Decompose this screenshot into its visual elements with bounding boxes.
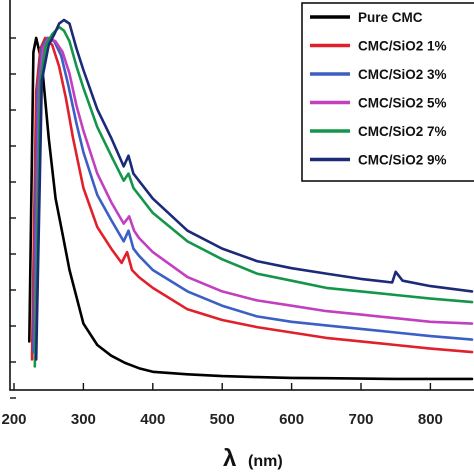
legend-entries: Pure CMC CMC/SiO2 1% CMC/SiO2 3% CMC/SiO2 5… bbox=[310, 10, 447, 168]
series-line-1 bbox=[30, 36, 474, 361]
legend-label-5: CMC/SiO2 9% bbox=[358, 153, 447, 168]
axis-layer: 200 300 400 500 600 700 800 bbox=[1, 37, 443, 428]
x-tick-label: 200 bbox=[1, 411, 26, 428]
x-axis-title: λ (nm) bbox=[223, 445, 283, 472]
series-layer bbox=[27, 18, 474, 381]
legend: Pure CMC CMC/SiO2 1% CMC/SiO2 3% CMC/SiO2 5… bbox=[301, 2, 474, 182]
x-tick-label: 500 bbox=[210, 411, 235, 428]
series-line-0 bbox=[27, 36, 474, 381]
x-tick-label: 800 bbox=[418, 411, 443, 428]
x-tick-label: 700 bbox=[348, 411, 373, 428]
x-tick-label: 600 bbox=[279, 411, 304, 428]
legend-label-1: CMC/SiO2 1% bbox=[358, 39, 447, 54]
x-tick-label: 400 bbox=[140, 411, 165, 428]
x-axis-title-unit: (nm) bbox=[248, 453, 283, 470]
x-axis-title-symbol: λ bbox=[223, 445, 236, 472]
legend-label-3: CMC/SiO2 5% bbox=[358, 96, 447, 111]
plot-frame bbox=[9, 0, 474, 391]
legend-label-0: Pure CMC bbox=[358, 10, 423, 25]
series-line-4 bbox=[33, 25, 474, 368]
x-tick-label: 300 bbox=[71, 411, 96, 428]
series-line-5 bbox=[34, 18, 474, 361]
legend-label-4: CMC/SiO2 7% bbox=[358, 124, 447, 139]
legend-label-2: CMC/SiO2 3% bbox=[358, 67, 447, 82]
series-line-3 bbox=[33, 36, 474, 347]
legend-box bbox=[301, 2, 474, 182]
